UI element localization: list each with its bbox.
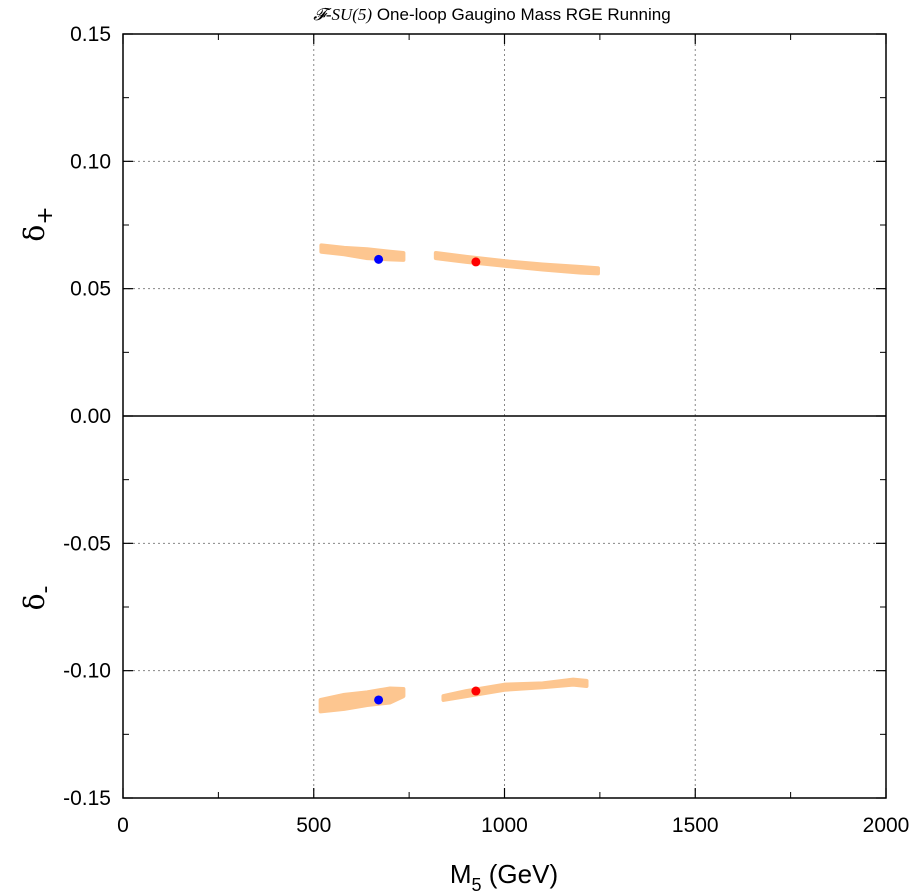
data-band [441, 677, 589, 702]
y-axis-label-upper-main: δ [18, 225, 51, 242]
data-point [471, 686, 481, 696]
x-axis-label-sub: 5 [472, 875, 482, 895]
y-tick-labels: 0.15 0.10 0.05 0.00 -0.05 -0.10 -0.15 [63, 23, 111, 810]
data-point [374, 254, 384, 264]
y-tick-label: 0.05 [70, 278, 111, 301]
y-axis-label-lower: δ- [18, 586, 58, 611]
axis-ticks [122, 33, 887, 799]
x-tick-label: 2000 [863, 814, 910, 837]
y-axis-label-lower-main: δ [18, 594, 51, 611]
y-tick-label: 0.15 [70, 23, 111, 46]
y-tick-label: -0.15 [63, 787, 111, 810]
y-tick-label: 0.10 [70, 150, 111, 173]
x-tick-label: 500 [296, 814, 331, 837]
data-point [471, 257, 481, 267]
y-axis-label-upper: δ+ [18, 206, 58, 241]
x-tick-label: 1000 [481, 814, 528, 837]
chart-title-rest: One-loop Gaugino Mass RGE Running [372, 5, 671, 24]
x-axis-label-unit: (GeV) [482, 859, 559, 889]
x-tick-label: 1500 [672, 814, 719, 837]
data-band [433, 251, 600, 276]
data-band [318, 686, 406, 714]
chart-title: 𝓕-SU(5) One-loop Gaugino Mass RGE Runnin… [313, 5, 670, 24]
y-tick-label: -0.10 [63, 660, 111, 683]
chart-title-italic: 𝓕-SU(5) [313, 5, 372, 24]
y-axis-label-upper-sub: + [33, 206, 58, 224]
x-axis-label-main: M [450, 859, 472, 889]
x-axis-label: M5 (GeV) [450, 859, 558, 895]
y-axis-label-lower-sub: - [33, 586, 58, 594]
x-tick-label: 0 [117, 814, 129, 837]
data-bands [318, 243, 600, 714]
y-tick-label: 0.00 [70, 405, 111, 428]
data-point [374, 695, 384, 705]
data-points [374, 254, 481, 705]
data-band [319, 243, 406, 262]
x-tick-labels: 0 500 1000 1500 2000 [117, 814, 909, 837]
y-tick-label: -0.05 [63, 532, 111, 555]
